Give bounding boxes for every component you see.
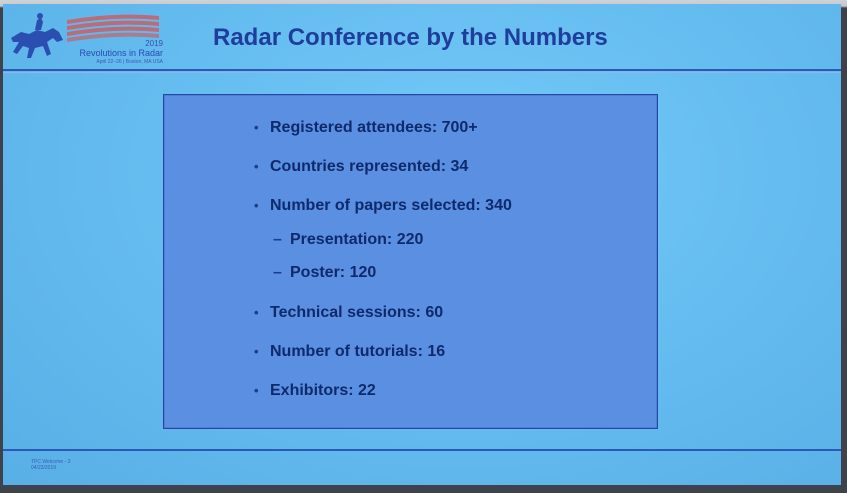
- sub-bullet-text: Poster: 120: [290, 264, 377, 281]
- list-item: • Number of papers selected: 340: [254, 195, 512, 229]
- horse-rider-icon: [11, 13, 159, 58]
- list-item: • Number of tutorials: 16: [254, 341, 512, 380]
- bullet-text: Technical sessions: 60: [270, 304, 444, 321]
- header-divider: [3, 69, 841, 71]
- presentation-slide: 2019 Revolutions in Radar April 22–26 | …: [3, 4, 841, 485]
- list-item: • Exhibitors: 22: [254, 380, 512, 419]
- bullet-dot-icon: •: [254, 344, 259, 359]
- bullet-text: Countries represented: 34: [270, 158, 469, 175]
- bullet-text: Number of tutorials: 16: [270, 343, 446, 360]
- bullet-dot-icon: •: [254, 159, 259, 174]
- logo-name: Revolutions in Radar: [79, 48, 163, 58]
- footer-line-2: 04/23/2019: [31, 465, 57, 471]
- dash-icon: –: [273, 231, 282, 248]
- conference-logo: 2019 Revolutions in Radar April 22–26 | …: [7, 10, 167, 68]
- logo-year: 2019: [145, 39, 163, 48]
- list-item: • Technical sessions: 60: [254, 302, 512, 341]
- bullet-list: • Registered attendees: 700+ • Countries…: [254, 117, 512, 419]
- bullet-text: Registered attendees: 700+: [270, 119, 478, 136]
- bullet-dot-icon: •: [254, 383, 259, 398]
- sub-list-item: – Presentation: 220: [270, 229, 512, 262]
- bullet-dot-icon: •: [254, 305, 259, 320]
- footer-line-1: TPC Welcome - 3: [31, 459, 71, 465]
- list-item: • Countries represented: 34: [254, 156, 512, 195]
- sub-list-item: – Poster: 120: [270, 262, 512, 302]
- dash-icon: –: [273, 264, 282, 281]
- content-box: • Registered attendees: 700+ • Countries…: [163, 94, 658, 429]
- footer-text: TPC Welcome - 3 04/23/2019: [31, 459, 70, 471]
- footer-divider: [3, 449, 841, 451]
- header-divider-light: [3, 72, 841, 73]
- bullet-text: Number of papers selected: 340: [270, 197, 512, 214]
- logo-place: April 22–26 | Boston, MA USA: [96, 59, 163, 65]
- bullet-dot-icon: •: [254, 198, 259, 213]
- slide-title: Radar Conference by the Numbers: [213, 24, 608, 51]
- sub-bullet-text: Presentation: 220: [290, 231, 424, 248]
- bullet-text: Exhibitors: 22: [270, 382, 376, 399]
- list-item: • Registered attendees: 700+: [254, 117, 512, 156]
- bullet-dot-icon: •: [254, 120, 259, 135]
